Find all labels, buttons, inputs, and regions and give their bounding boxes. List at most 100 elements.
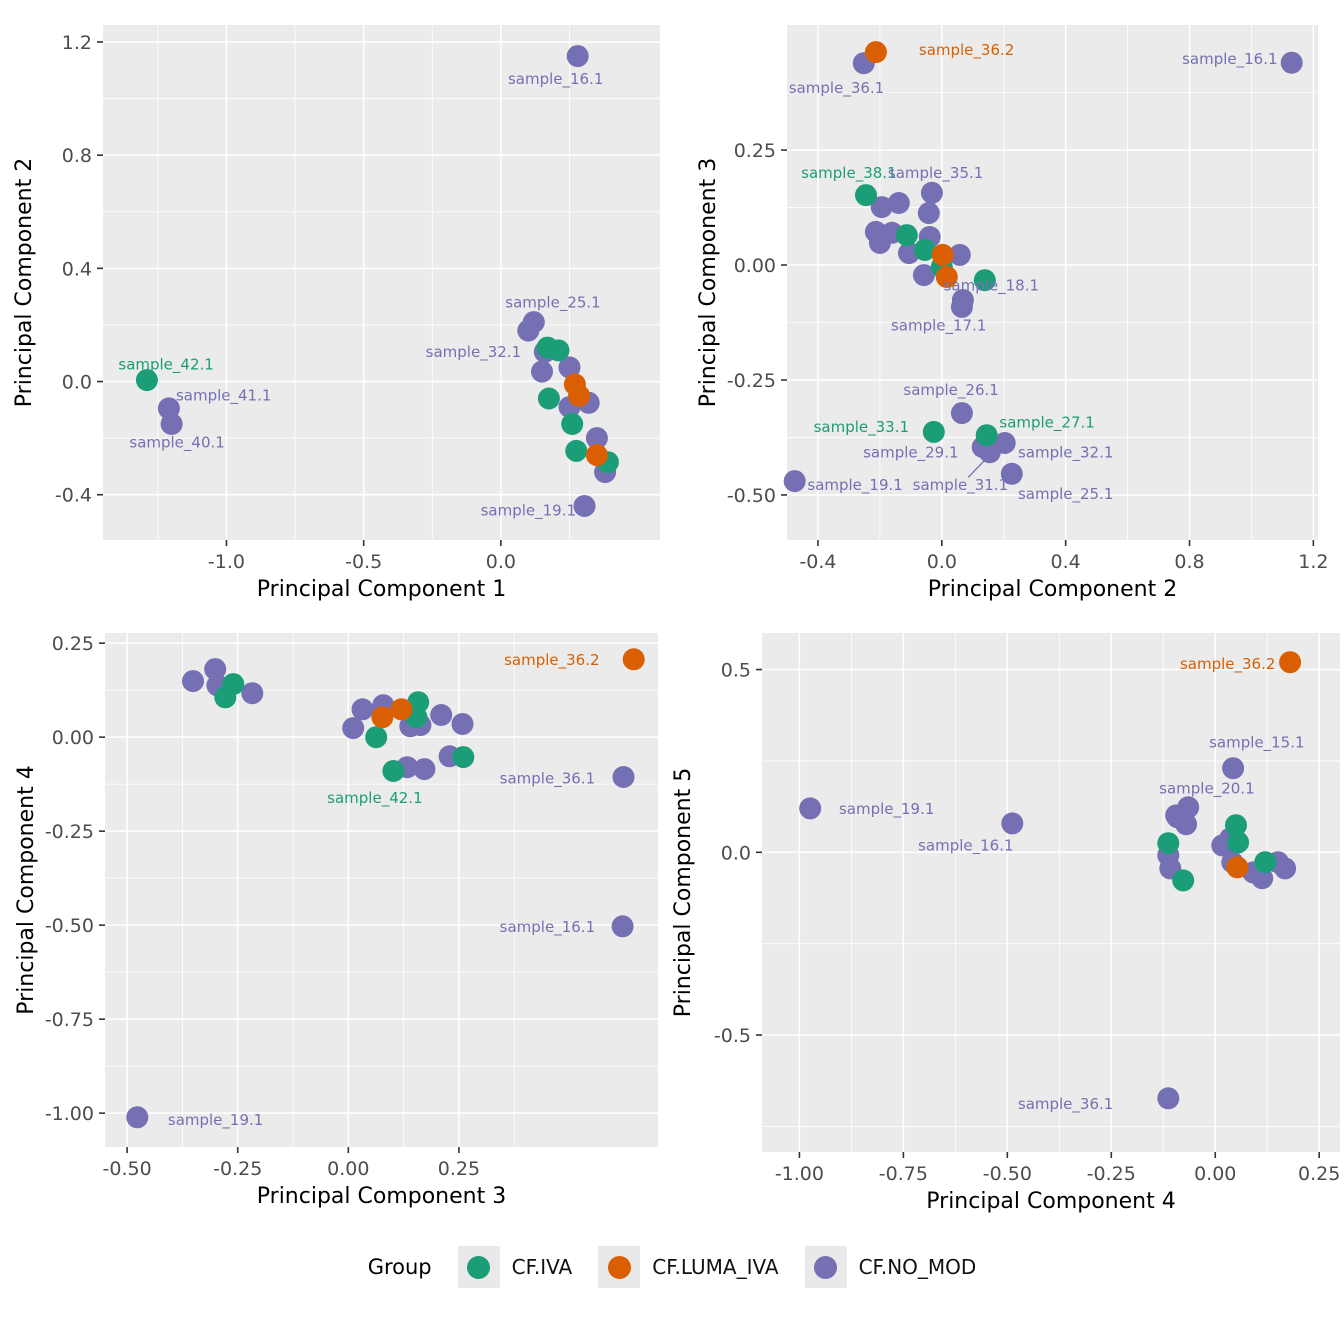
legend-entry-cf-no-mod: CF.NO_MOD	[804, 1246, 977, 1288]
x-axis-title: Principal Component 3	[257, 1184, 506, 1209]
data-point-CF.IVA	[365, 726, 388, 749]
cf-no-mod-dot-icon	[814, 1255, 838, 1279]
data-point-CF.IVA	[895, 224, 918, 247]
y-tick-label: 0.0	[721, 842, 751, 864]
data-point-CF.NO_MOD	[558, 356, 581, 379]
data-point-CF.NO_MOD	[783, 470, 806, 493]
data-point-CF.IVA	[1157, 832, 1180, 855]
data-point-CF.NO_MOD	[204, 658, 227, 681]
sample-label: sample_19.1	[839, 800, 934, 819]
y-tick-label: 0.00	[52, 727, 94, 749]
data-point-CF.NO_MOD	[868, 232, 891, 254]
data-point-CF.IVA	[382, 760, 405, 782]
panel-background	[103, 25, 660, 540]
panel-pc5-vs-pc4: -1.00 -0.75 -0.50 -0.25 0.00 0.25 -0.5 0.0 0.5 Pr…	[671, 633, 1340, 1214]
data-point-CF.NO_MOD	[126, 1106, 149, 1129]
sample-label: sample_32.1	[426, 343, 521, 362]
data-point-CF.LUMA_IVA	[864, 41, 887, 64]
legend-key-box	[804, 1246, 847, 1288]
sample-label: sample_36.2	[504, 651, 599, 670]
x-axis-title: Principal Component 2	[928, 577, 1177, 602]
data-point-CF.NO_MOD	[430, 704, 453, 726]
data-point-CF.NO_MOD	[920, 181, 943, 204]
y-tick-label: -0.75	[45, 1009, 94, 1031]
data-point-CF.NO_MOD	[950, 295, 973, 318]
data-point-CF.NO_MOD	[160, 413, 183, 435]
data-point-CF.IVA	[561, 413, 584, 435]
data-point-CF.NO_MOD	[351, 698, 374, 721]
data-point-CF.LUMA_IVA	[585, 444, 608, 467]
y-tick-label: -0.50	[727, 485, 776, 507]
sample-label: sample_18.1	[944, 277, 1039, 296]
sample-label: sample_16.1	[500, 918, 595, 937]
data-point-CF.LUMA_IVA	[935, 266, 958, 288]
data-point-CF.LUMA_IVA	[1226, 856, 1249, 879]
data-point-CF.IVA	[1227, 831, 1250, 854]
sample-label: sample_42.1	[118, 356, 213, 375]
sample-label: sample_16.1	[918, 837, 1013, 856]
x-tick-label: -0.50	[983, 1163, 1032, 1185]
sample-label: sample_16.1	[1182, 50, 1277, 69]
y-axis-title: Principal Component 2	[12, 158, 37, 407]
data-point-CF.IVA	[547, 339, 570, 362]
y-tick-label: -0.4	[55, 485, 92, 507]
data-point-CF.LUMA_IVA	[931, 243, 954, 266]
data-point-CF.IVA	[1254, 851, 1277, 874]
sample-label: sample_36.1	[500, 770, 595, 789]
data-point-CF.NO_MOD	[1001, 812, 1024, 835]
x-tick-label: -1.00	[775, 1163, 824, 1185]
data-point-CF.NO_MOD	[1274, 857, 1297, 880]
legend: Group CF.IVA CF.LUMA_IVA CF.NO_MOD	[0, 1246, 1344, 1288]
x-tick-label: -0.75	[879, 1163, 928, 1185]
data-point-CF.NO_MOD	[1222, 757, 1245, 780]
sample-label: sample_29.1	[863, 444, 958, 463]
data-point-CF.NO_MOD	[870, 196, 893, 219]
data-point-CF.NO_MOD	[573, 495, 596, 517]
x-tick-label: -0.4	[799, 551, 836, 573]
data-point-CF.NO_MOD	[531, 360, 553, 383]
data-point-CF.LUMA_IVA	[390, 698, 413, 721]
x-tick-label: 0.00	[327, 1158, 369, 1180]
legend-title: Group	[367, 1255, 432, 1279]
sample-label: sample_27.1	[999, 413, 1094, 432]
sample-label: sample_38.1	[801, 164, 896, 183]
data-point-CF.NO_MOD	[950, 402, 973, 425]
sample-label: sample_19.1	[807, 476, 902, 495]
y-tick-label: -0.25	[45, 821, 94, 843]
data-point-CF.NO_MOD	[912, 264, 935, 287]
data-point-CF.LUMA_IVA	[371, 706, 394, 729]
x-tick-label: 0.25	[438, 1158, 480, 1180]
data-point-CF.IVA	[452, 746, 475, 769]
sample-label: sample_42.1	[327, 789, 422, 808]
sample-label: sample_40.1	[129, 433, 224, 452]
sample-label: sample_33.1	[814, 418, 909, 437]
x-tick-label: -0.25	[213, 1158, 262, 1180]
data-point-CF.NO_MOD	[182, 670, 204, 693]
x-axis-title: Principal Component 1	[257, 577, 506, 602]
sample-label: sample_25.1	[1018, 485, 1113, 504]
data-point-CF.LUMA_IVA	[568, 384, 591, 407]
legend-key-box	[598, 1246, 641, 1288]
panel-background	[762, 633, 1340, 1152]
y-tick-label: -1.00	[45, 1103, 94, 1125]
data-point-CF.NO_MOD	[413, 758, 436, 781]
data-point-CF.NO_MOD	[241, 682, 264, 705]
sample-label: sample_15.1	[1209, 734, 1304, 753]
y-axis-title: Principal Component 3	[696, 158, 721, 407]
y-tick-label: 0.0	[62, 372, 92, 394]
data-point-CF.NO_MOD	[1280, 51, 1303, 74]
data-point-CF.IVA	[975, 424, 998, 447]
legend-label: CF.IVA	[511, 1255, 573, 1279]
legend-label: CF.NO_MOD	[858, 1255, 977, 1279]
legend-label: CF.LUMA_IVA	[652, 1255, 779, 1279]
cf-luma-iva-dot-icon	[607, 1255, 631, 1279]
sample-label: sample_31.1	[913, 476, 1008, 495]
x-axis-title: Principal Component 4	[926, 1189, 1175, 1214]
sample-label: sample_32.1	[1018, 444, 1113, 463]
y-tick-label: 0.4	[62, 258, 92, 280]
x-tick-label: 0.8	[1174, 551, 1204, 573]
data-point-CF.NO_MOD	[887, 192, 910, 214]
data-point-CF.NO_MOD	[1157, 1087, 1180, 1110]
y-tick-label: -0.5	[714, 1025, 751, 1047]
